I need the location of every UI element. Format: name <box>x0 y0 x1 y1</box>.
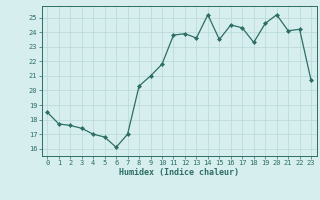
X-axis label: Humidex (Indice chaleur): Humidex (Indice chaleur) <box>119 168 239 177</box>
